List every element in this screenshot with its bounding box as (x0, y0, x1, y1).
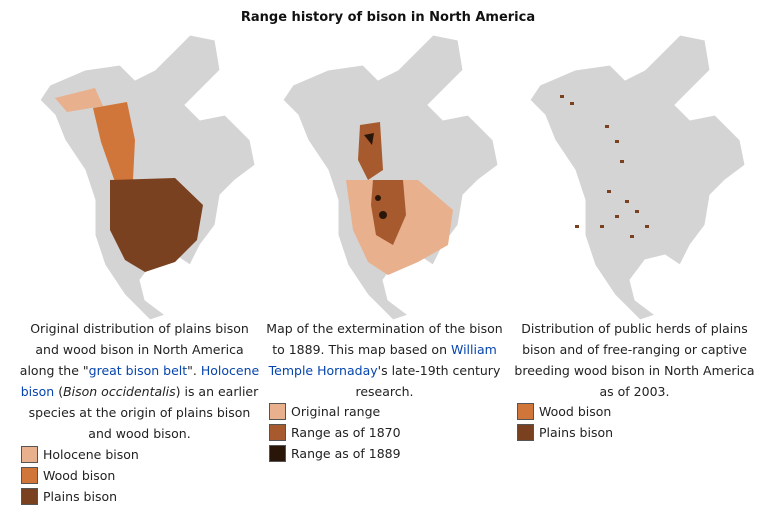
map-herds-2003 (529, 34, 746, 320)
caption-text: Map of the extermination of the bison to… (266, 321, 503, 357)
herd (620, 160, 624, 163)
legend: Wood bison Plains bison (517, 401, 613, 443)
legend-swatch (269, 445, 286, 462)
caption-text: ". (187, 363, 201, 378)
herd (605, 125, 609, 128)
wood-bison-range (93, 102, 135, 182)
legend-swatch (517, 403, 534, 420)
legend-item: Wood bison (21, 465, 139, 486)
legend-label: Plains bison (43, 489, 118, 504)
herd (625, 200, 629, 203)
caption-link[interactable]: William Temple Hornaday (268, 342, 497, 378)
range-1889 (379, 211, 387, 219)
herd (607, 190, 611, 193)
legend-swatch (21, 446, 38, 463)
continent (39, 34, 256, 320)
herd-markers (560, 95, 649, 238)
herd (600, 225, 604, 228)
legend-label: Holocene bison (43, 447, 139, 462)
plains-bison-range (110, 178, 203, 272)
caption-text: ) is an earlier species at the origin of… (28, 384, 259, 441)
legend-label: Wood bison (539, 404, 612, 419)
caption-link[interactable]: great bison belt (88, 363, 188, 378)
legend-item: Range as of 1889 (269, 443, 401, 464)
caption: Map of the extermination of the bison to… (262, 318, 507, 402)
range-1889 (375, 195, 381, 201)
continent (529, 34, 746, 320)
legend: Original range Range as of 1870 Range as o… (269, 401, 401, 464)
caption: Original distribution of plains bison an… (17, 318, 262, 444)
legend-label: Range as of 1889 (291, 446, 401, 461)
legend-swatch (517, 424, 534, 441)
legend-swatch (269, 424, 286, 441)
herd (635, 210, 639, 213)
legend-swatch (21, 467, 38, 484)
legend-item: Plains bison (517, 422, 613, 443)
herd (615, 140, 619, 143)
caption-text: Original distribution of plains bison an… (19, 321, 249, 378)
legend-label: Plains bison (539, 425, 614, 440)
map-extermination (282, 34, 499, 320)
caption-link[interactable]: Holocene bison (20, 363, 260, 399)
legend: Holocene bison Wood bison Plains bison (21, 444, 139, 507)
caption: Distribution of public herds of plains b… (512, 318, 757, 402)
caption-text: ( (54, 384, 64, 399)
legend-label: Original range (291, 404, 381, 419)
herd (575, 225, 579, 228)
legend-item: Original range (269, 401, 401, 422)
gallery-title: Range history of bison in North America (240, 10, 536, 25)
continent (282, 34, 499, 320)
legend-item: Range as of 1870 (269, 422, 401, 443)
herd (560, 95, 564, 98)
herd (645, 225, 649, 228)
herd (615, 215, 619, 218)
legend-item: Holocene bison (21, 444, 139, 465)
legend-swatch (269, 403, 286, 420)
range-1889 (364, 133, 374, 145)
herd (570, 102, 574, 105)
caption-text: 's late-19th century research. (355, 363, 501, 399)
holocene-range (55, 88, 103, 112)
legend-item: Plains bison (21, 486, 139, 507)
caption-text: Bison occidentalis (63, 384, 176, 399)
legend-label: Wood bison (43, 468, 116, 483)
legend-swatch (21, 488, 38, 505)
range-1870-north (358, 122, 383, 180)
map-original-range (39, 34, 256, 320)
caption-text: Distribution of public herds of plains b… (514, 321, 755, 399)
legend-item: Wood bison (517, 401, 613, 422)
legend-label: Range as of 1870 (291, 425, 401, 440)
herd (630, 235, 634, 238)
